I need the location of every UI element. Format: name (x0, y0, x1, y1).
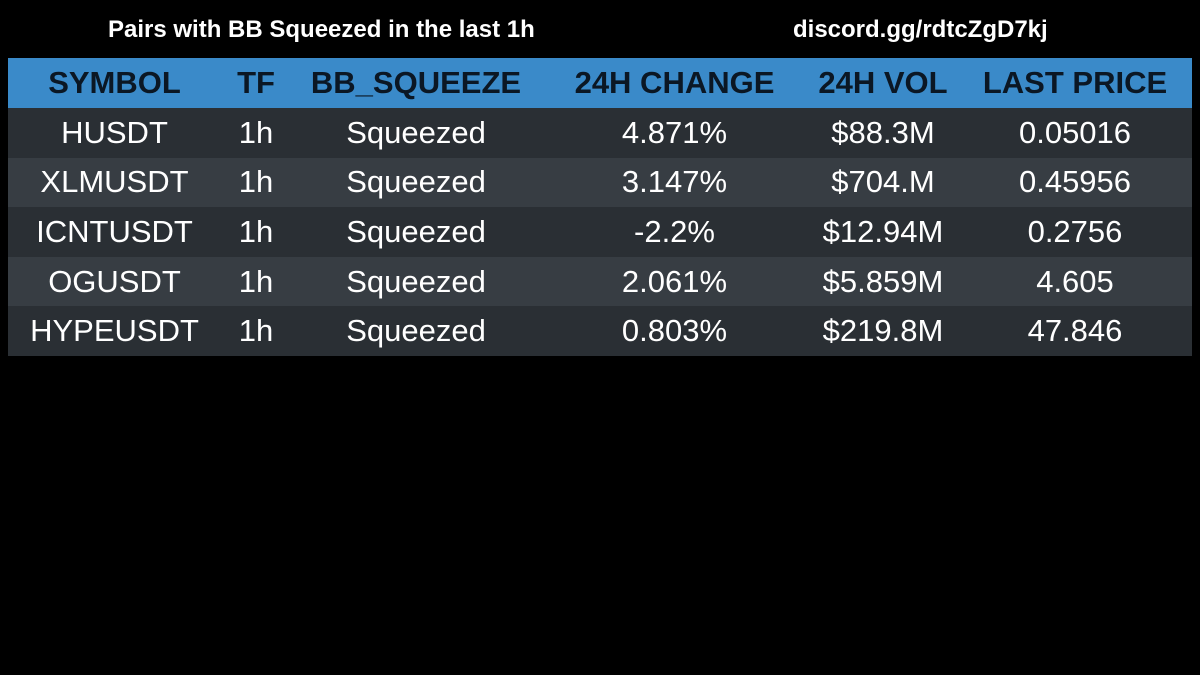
cell-24h-vol: $5.859M (822, 263, 944, 299)
cell-bb-squeeze: Squeezed (346, 213, 486, 249)
cell-tf: 1h (238, 313, 274, 349)
table-header-row: SYMBOL TF BB_SQUEEZE 24H CHANGE 24H VOL … (8, 58, 1192, 108)
column-header-tf: TF (237, 65, 275, 100)
squeeze-table: SYMBOL TF BB_SQUEEZE 24H CHANGE 24H VOL … (8, 58, 1192, 356)
cell-24h-change: -2.2% (634, 213, 715, 249)
cell-last-price: 0.45956 (1018, 164, 1132, 200)
cell-24h-vol: $88.3M (831, 114, 935, 150)
cell-symbol: HUSDT (61, 114, 168, 150)
cell-symbol: HYPEUSDT (30, 313, 199, 349)
cell-bb-squeeze: Squeezed (346, 164, 486, 200)
page-title: Pairs with BB Squeezed in the last 1h (108, 16, 535, 43)
cell-24h-change: 3.147% (621, 164, 728, 200)
cell-tf: 1h (238, 114, 274, 150)
discord-link[interactable]: discord.gg/rdtcZgD7kj (793, 16, 1048, 43)
cell-tf: 1h (238, 263, 274, 299)
cell-symbol: ICNTUSDT (36, 213, 193, 249)
column-header-24h-change: 24H CHANGE (574, 65, 775, 100)
cell-last-price: 0.2756 (1027, 213, 1123, 249)
cell-symbol: OGUSDT (48, 263, 181, 299)
table-row: OGUSDT 1h Squeezed 2.061% $5.859M 4.605 (8, 256, 1192, 307)
cell-last-price: 47.846 (1027, 313, 1123, 349)
cell-24h-change: 2.061% (621, 263, 728, 299)
cell-24h-change: 4.871% (621, 114, 728, 150)
cell-24h-vol: $219.8M (822, 313, 944, 349)
table-row: HUSDT 1h Squeezed 4.871% $88.3M 0.05016 (8, 108, 1192, 158)
column-header-last-price: LAST PRICE (982, 65, 1168, 100)
page-header: Pairs with BB Squeezed in the last 1h di… (0, 0, 1200, 58)
cell-24h-vol: $704.M (831, 164, 935, 200)
cell-last-price: 0.05016 (1018, 114, 1132, 150)
cell-symbol: XLMUSDT (40, 164, 189, 200)
column-header-bb-squeeze: BB_SQUEEZE (310, 65, 522, 100)
table-row: ICNTUSDT 1h Squeezed -2.2% $12.94M 0.275… (8, 207, 1192, 257)
cell-tf: 1h (238, 213, 274, 249)
column-header-symbol: SYMBOL (48, 65, 181, 100)
column-header-24h-vol: 24H VOL (818, 65, 948, 100)
cell-bb-squeeze: Squeezed (346, 263, 486, 299)
table-row: HYPEUSDT 1h Squeezed 0.803% $219.8M 47.8… (8, 306, 1192, 356)
cell-tf: 1h (238, 164, 274, 200)
cell-last-price: 4.605 (1036, 263, 1114, 299)
cell-bb-squeeze: Squeezed (346, 313, 486, 349)
table-row: XLMUSDT 1h Squeezed 3.147% $704.M 0.4595… (8, 157, 1192, 208)
cell-24h-change: 0.803% (621, 313, 728, 349)
cell-24h-vol: $12.94M (822, 213, 944, 249)
cell-bb-squeeze: Squeezed (346, 114, 486, 150)
